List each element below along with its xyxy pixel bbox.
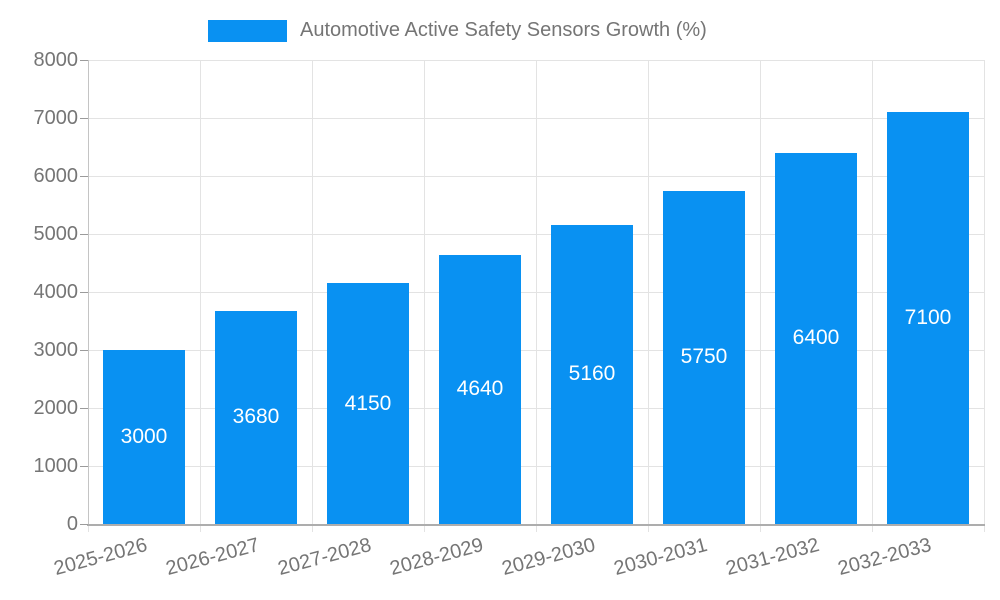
- legend-item[interactable]: Automotive Active Safety Sensors Growth …: [208, 19, 707, 42]
- y-axis-tick-label: 5000: [33, 223, 79, 245]
- y-axis-tick: [80, 234, 88, 235]
- gridline-vertical: [200, 60, 201, 532]
- bar-value-label: 5160: [568, 362, 616, 386]
- y-axis-tick: [80, 466, 88, 467]
- bar-2029-2030[interactable]: 5160: [551, 224, 633, 524]
- bar-2028-2029[interactable]: 4640: [439, 254, 521, 524]
- bar-2030-2031[interactable]: 5750: [663, 190, 745, 524]
- y-axis-tick-label: 1000: [33, 455, 79, 477]
- gridline-vertical: [760, 60, 761, 532]
- gridline-vertical: [872, 60, 873, 532]
- gridline-vertical: [536, 60, 537, 532]
- y-axis-tick: [80, 60, 88, 61]
- legend-swatch: [208, 19, 287, 42]
- bar-value-label: 4640: [456, 377, 504, 401]
- plot-area: 3000 3680 4150 4640 5160 5750 6400 7100: [80, 60, 985, 532]
- bar-2031-2032[interactable]: 6400: [775, 152, 857, 524]
- legend-label: Automotive Active Safety Sensors Growth …: [300, 19, 707, 41]
- bar-value-label: 3000: [120, 425, 168, 448]
- bar-value-label: 4150: [344, 391, 392, 415]
- x-axis-line: [87, 524, 985, 526]
- y-axis-line: [88, 60, 89, 524]
- bar-2027-2028[interactable]: 4150: [327, 283, 409, 524]
- bar-value-label: 5750: [680, 345, 728, 369]
- y-axis-tick-label: 3000: [33, 339, 79, 361]
- bar-2026-2027[interactable]: 3680: [215, 310, 297, 524]
- y-axis-tick: [80, 118, 88, 119]
- y-axis-tick: [80, 350, 88, 351]
- y-axis-tick-label: 7000: [33, 107, 79, 129]
- bar-value-label: 7100: [904, 306, 952, 330]
- y-axis-tick: [80, 408, 88, 409]
- bar-2025-2026[interactable]: 3000: [103, 350, 185, 524]
- y-axis-tick: [80, 292, 88, 293]
- bar-value-label: 3680: [232, 405, 280, 429]
- gridline-vertical: [312, 60, 313, 532]
- y-axis-tick-label: 4000: [33, 281, 79, 303]
- y-axis-tick-label: 0: [66, 513, 78, 535]
- y-axis-tick: [80, 524, 88, 525]
- bar-value-label: 6400: [792, 326, 840, 350]
- gridline-vertical: [984, 60, 985, 532]
- y-axis-tick: [80, 176, 88, 177]
- y-axis-tick-label: 6000: [33, 165, 79, 187]
- y-axis-tick-label: 8000: [33, 49, 79, 71]
- y-axis-tick-label: 2000: [33, 397, 79, 419]
- gridline-vertical: [648, 60, 649, 532]
- gridline-vertical: [424, 60, 425, 532]
- bar-2032-2033[interactable]: 7100: [887, 112, 969, 524]
